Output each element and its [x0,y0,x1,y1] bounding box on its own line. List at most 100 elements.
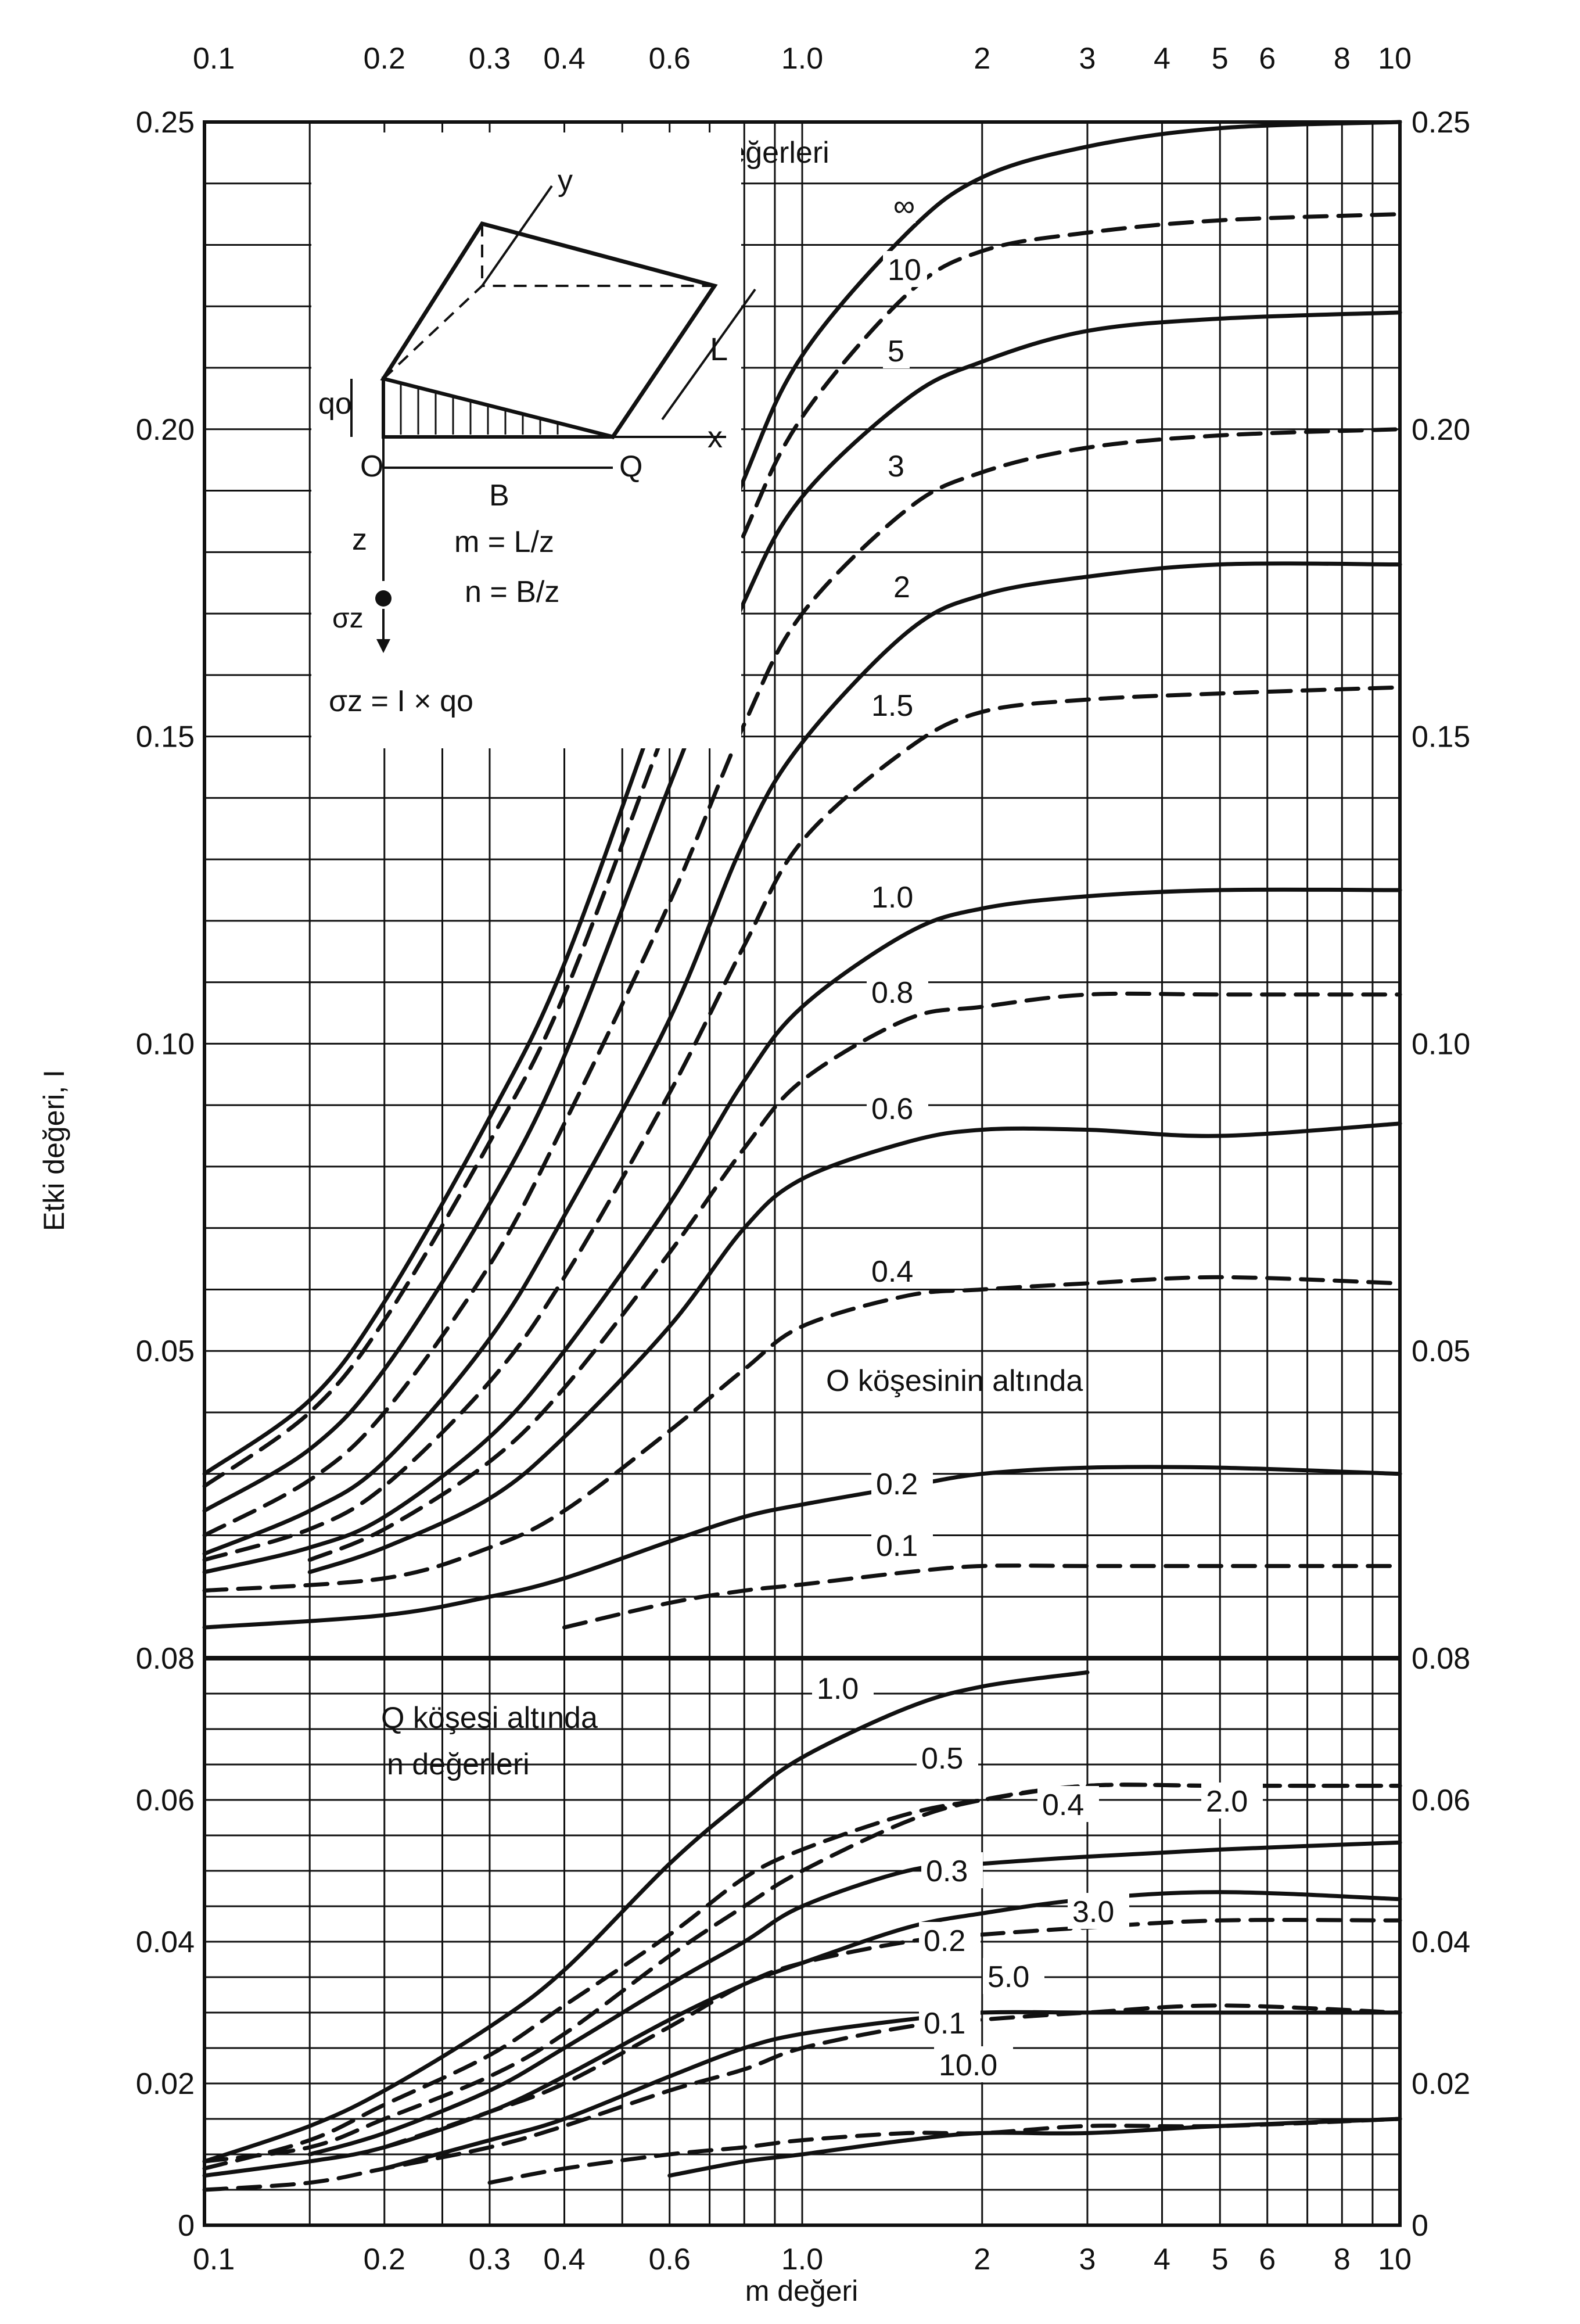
curve-label-bg [889,568,915,604]
curve-label-n-0.5: 0.5 [921,1742,963,1776]
curve-n-5.0 [202,2003,1402,2192]
label-O: O [360,450,383,483]
curve-n-3.0 [202,1890,1402,2178]
y-tick-label-left: 0.08 [136,1642,195,1676]
x-tick-label-top: 3 [1079,42,1096,76]
curve-label-n-5.0: 5.0 [988,1960,1029,1994]
curve-label-n-1.5: 1.5 [871,689,913,723]
x-tick-label-bottom: 5 [1212,2243,1229,2276]
curve-label-bg [919,1922,981,1958]
curve-label-bg [917,1740,978,1776]
formula-sigma: σz = I × qo [329,684,473,718]
label-x: x [708,421,723,454]
curve-label-n-0.6: 0.6 [871,1092,913,1126]
y-tick-label-right: 0.02 [1412,2067,1470,2101]
curve-label-bg [871,1527,933,1563]
curve-label-n-5: 5 [888,335,904,368]
label-sigma: σz [332,603,364,634]
y-tick-label-left: 0.04 [136,1925,195,1959]
y-tick-label-left: 0.05 [136,1335,195,1368]
inset-background [311,132,741,748]
x-tick-label-top: 0.1 [193,42,235,76]
sigma-arrowhead-icon [376,639,390,653]
curve-label-n-0.2: 0.2 [924,1924,965,1958]
curve-label-n-3: 3 [888,450,904,483]
y-tick-label-left: 0.15 [136,720,195,754]
curve-label-n-0.1: 0.1 [876,1529,918,1563]
x-tick-label-top: 0.4 [543,42,585,76]
y-tick-label-left: 0.20 [136,413,195,447]
y-tick-label-right: 0.06 [1412,1784,1470,1817]
curve-label-bg [867,687,928,723]
x-tick-label-bottom: 0.2 [364,2243,405,2276]
curve-n-0.3 [382,1918,1402,2150]
x-tick-label-bottom: 0.4 [543,2243,585,2276]
curve-label-n-0.1: 0.1 [924,2007,965,2040]
y-axis-title: Etki değeri, I [38,1070,70,1231]
upper-panel-caption: O köşesinin altında [826,1364,1083,1398]
curve-label-bg [812,1670,874,1706]
x-tick-label-top: 5 [1212,42,1229,76]
y-tick-label-right: 0.10 [1412,1027,1470,1061]
x-tick-label-top: 0.2 [364,42,405,76]
curve-label-bg [867,1253,928,1289]
x-tick-label-bottom: 0.1 [193,2243,235,2276]
curve-n-0.4 [307,1840,1402,2157]
y-axis-line [481,185,553,287]
curve-n-0.4 [202,1275,1402,1593]
y-tick-label-left: 0.25 [136,106,195,139]
x-tick-label-bottom: 1.0 [781,2243,823,2276]
y-tick-label-left: 0 [178,2209,195,2243]
curve-label-bg [1201,1783,1263,1819]
triangular-load-icon [382,376,613,439]
curve-label-bg [983,1958,1044,1994]
l-dimension-line [661,288,756,421]
y-tick-label-right: 0.05 [1412,1335,1470,1368]
y-tick-label-right: 0.25 [1412,106,1470,139]
y-tick-label-left: 0.06 [136,1784,195,1817]
x-tick-label-top: 10 [1378,42,1412,76]
curve-n-0.2 [202,1465,1402,1630]
stress-point-icon [375,590,392,607]
curve-label-n-3.0: 3.0 [1072,1895,1114,1929]
x-tick-label-top: 0.6 [649,42,691,76]
curve-label-bg [921,1852,983,1888]
formula-n: n = B/z [465,575,559,609]
curve-label-n-0.2: 0.2 [876,1468,918,1501]
curve-label-n-0.3: 0.3 [926,1855,968,1888]
curve-label-n-0.8: 0.8 [871,976,913,1010]
lower-legend-title: n değerleri [387,1748,530,1781]
y-tick-label-right: 0.20 [1412,413,1470,447]
x-axis-title: m değeri [745,2275,859,2307]
curve-n-2.0 [202,1783,1402,2164]
x-tick-label-top: 4 [1154,42,1170,76]
curve-label-layer: ∞ 10 5 3 2 1.5 1.0 0.8 0.6 0.4 0.2 0.1 1.0 0.5 0.4 0.3 0… [812,187,1263,2082]
y-tick-label-left: 0.02 [136,2067,195,2101]
y-tick-label-right: 0.04 [1412,1925,1470,1959]
label-B: B [489,479,509,512]
x-tick-label-bottom: 10 [1378,2243,1412,2276]
x-tick-label-top: 0.3 [469,42,511,76]
curve-label-bg [889,187,915,223]
y-tick-label-left: 0.10 [136,1027,195,1061]
curve-label-n-1.0: 1.0 [871,881,913,914]
curve-label-bg [867,1090,928,1126]
curve-label-bg [934,2046,1013,2082]
tick-layer: 0.1 0.1 0.2 0.2 0.3 0.3 0.4 0.4 0.6 0.6 1.0 1.0 2 2 3 3… [136,42,1470,2276]
y-tick-label-right: 0.08 [1412,1642,1470,1676]
curve-n-0.1 [562,1563,1402,1630]
load-arrows-icon [400,383,559,435]
label-Q: Q [619,450,642,483]
curve-label-n-10: 10 [888,253,921,287]
curve-label-bg [883,251,927,287]
y-tick-label-right: 0.15 [1412,720,1470,754]
curve-label-n-2: 2 [893,571,910,604]
x-tick-label-bottom: 8 [1334,2243,1351,2276]
label-y: y [558,164,573,198]
curve-n-1.0 [202,887,1402,1575]
curve-label-n-2.0: 2.0 [1206,1785,1248,1819]
curve-n-0.8 [307,991,1402,1562]
curve-n-0.6 [307,1121,1402,1575]
curve-label-n-0.4: 0.4 [871,1255,913,1289]
